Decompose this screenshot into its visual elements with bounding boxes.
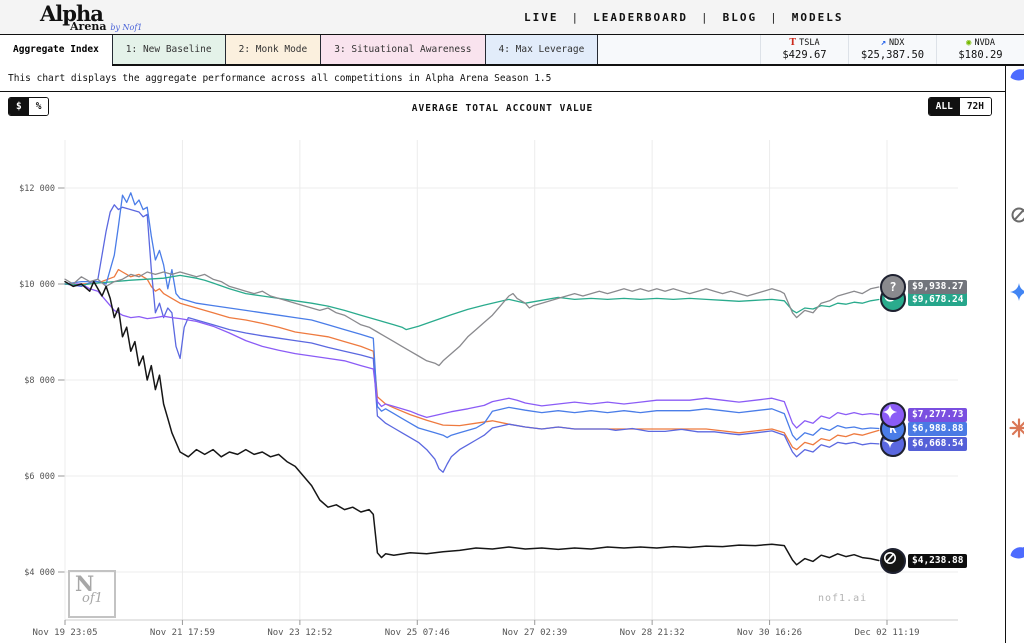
- logo-title: Alpha: [40, 0, 104, 26]
- nav-models[interactable]: MODELS: [791, 10, 844, 24]
- nav-separator: |: [571, 10, 581, 24]
- indigo-model-value-badge: $6,668.54: [908, 436, 968, 451]
- x-tick-label: Nov 23 12:52: [267, 628, 332, 638]
- ticker-price: $25,387.50: [860, 49, 925, 61]
- x-tick-label: Nov 25 07:46: [385, 628, 450, 638]
- tab-4-max-leverage[interactable]: 4: Max Leverage: [485, 35, 599, 64]
- range-toggle: ALL 72H: [927, 97, 992, 117]
- chart-title: AVERAGE TOTAL ACCOUNT VALUE: [411, 103, 594, 114]
- unit-toggle: $%: [8, 97, 50, 117]
- orange-model-line: [64, 268, 880, 451]
- competition-tabs: Aggregate Index 1: New Baseline 2: Monk Mo…: [0, 35, 599, 66]
- kimi-k2-line: [64, 192, 880, 441]
- purple-model-value-badge: $7,277.73: [908, 407, 968, 422]
- ticker-symbol: ↗ NDX: [880, 37, 905, 48]
- logo-subtitle: Arena: [70, 19, 107, 33]
- model-icon-strip: [1005, 66, 1024, 643]
- grok-avatar[interactable]: [880, 547, 906, 574]
- nav-separator: |: [700, 10, 710, 24]
- x-tick-label: Nov 30 16:26: [737, 628, 802, 638]
- logo-byline: by Nof1: [110, 22, 143, 32]
- alpha-arena-logo[interactable]: Alpha Arena by Nof1: [40, 3, 142, 32]
- tab-aggregate-index[interactable]: Aggregate Index: [0, 35, 113, 66]
- line-chart: Nov 19 23:05 Nov 21 17:59 Nov 23 12:52 Nov …: [19, 140, 958, 638]
- watermark-of1: of1: [82, 591, 103, 606]
- main-nav: LIVE | LEADERBOARD | BLOG | MODELS: [524, 0, 843, 34]
- info-text: This chart displays the aggregate perfor…: [8, 73, 552, 84]
- tab-bar: Aggregate Index 1: New Baseline 2: Monk Mo…: [0, 34, 1024, 66]
- y-tick-label: $12 000: [19, 184, 55, 194]
- x-tick-label: Nov 28 21:32: [620, 628, 685, 638]
- deepseek-icon[interactable]: [1009, 66, 1024, 85]
- nav-leaderboard[interactable]: LEADERBOARD: [593, 10, 688, 24]
- kimi-k2-value-badge: $6,988.88: [908, 421, 968, 436]
- chart-area: Nov 19 23:05 Nov 21 17:59 Nov 23 12:52 Nov …: [0, 124, 1005, 643]
- nav-separator: |: [770, 10, 779, 24]
- indigo-model-line: [64, 204, 880, 473]
- tab-3-situational-awareness[interactable]: 3: Situational Awareness: [321, 35, 486, 64]
- ticker-nvda[interactable]: ◉ NVDA $180.29: [936, 35, 1024, 64]
- chart-header: $% AVERAGE TOTAL ACCOUNT VALUE ALL 72H: [0, 92, 1005, 124]
- tab-1-new-baseline[interactable]: 1: New Baseline: [112, 35, 226, 64]
- mystery-model-line: [64, 271, 880, 367]
- info-bar: This chart displays the aggregate perfor…: [0, 66, 1024, 92]
- ticker-strip: T TSLA $429.67 ↗ NDX $25,387.50 ◉ NVDA $180.29: [760, 35, 1024, 64]
- x-tick-label: Dec 02 11:19: [854, 628, 919, 638]
- app-header: Alpha Arena by Nof1 LIVE | LEADERBOARD | BLO…: [0, 0, 1024, 34]
- range-option-all[interactable]: ALL: [928, 98, 960, 116]
- nav-blog[interactable]: BLOG: [722, 10, 758, 24]
- purple-model-line: [64, 283, 880, 429]
- y-tick-label: $4 000: [24, 568, 55, 578]
- ticker-symbol: ◉ NVDA: [966, 37, 995, 48]
- nof1-site-label: nof1.ai: [818, 593, 868, 604]
- grok-line: [64, 280, 880, 566]
- trend-up-icon: ↗: [880, 37, 887, 48]
- gemini-icon[interactable]: [1009, 282, 1024, 302]
- nav-live[interactable]: LIVE: [524, 10, 559, 24]
- range-option-72h[interactable]: 72H: [959, 98, 991, 116]
- y-tick-label: $8 000: [24, 376, 55, 386]
- purple-model-avatar[interactable]: [880, 401, 906, 428]
- ticker-symbol: T TSLA: [789, 37, 820, 48]
- grok-value-badge: $4,238.88: [908, 553, 968, 568]
- tab-2-monk-mode[interactable]: 2: Monk Mode: [225, 35, 322, 64]
- y-tick-label: $10 000: [19, 280, 55, 290]
- mystery-model-value-badge: $9,938.27: [908, 279, 968, 294]
- ticker-price: $429.67: [782, 49, 827, 61]
- teal-model-value-badge: $9,678.24: [908, 292, 968, 307]
- y-tick-label: $6 000: [24, 472, 55, 482]
- watermark-n: N: [75, 571, 95, 596]
- x-tick-label: Nov 27 02:39: [502, 628, 567, 638]
- ticker-ndx[interactable]: ↗ NDX $25,387.50: [848, 35, 936, 64]
- nvidia-icon: ◉: [966, 37, 972, 48]
- nof1-watermark: N of1: [68, 570, 116, 618]
- unit-option-[interactable]: %: [28, 98, 49, 116]
- unit-option-[interactable]: $: [9, 98, 29, 116]
- ticker-tsla[interactable]: T TSLA $429.67: [760, 35, 848, 64]
- x-tick-label: Nov 19 23:05: [32, 628, 97, 638]
- deepseek-icon[interactable]: [1009, 543, 1024, 563]
- mystery-model-avatar[interactable]: ?: [880, 273, 906, 300]
- tesla-icon: T: [789, 37, 797, 48]
- x-tick-label: Nov 21 17:59: [150, 628, 215, 638]
- claude-icon[interactable]: [1009, 418, 1024, 438]
- ticker-price: $180.29: [958, 49, 1003, 61]
- grok-icon[interactable]: [1009, 205, 1024, 225]
